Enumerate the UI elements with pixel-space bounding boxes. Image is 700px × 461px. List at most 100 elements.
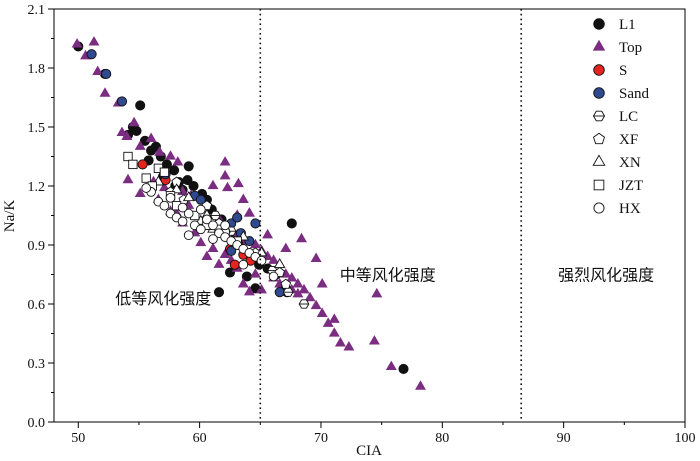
- point-top-55: [243, 285, 255, 296]
- point-top-36: [286, 272, 298, 282]
- point-jzt-1: [123, 151, 133, 162]
- point-top-45: [343, 341, 355, 351]
- series-top: [71, 36, 426, 390]
- point-top-66: [201, 250, 213, 260]
- legend-marker-s-shape: [593, 64, 605, 76]
- plot-area-frame: [53, 8, 686, 423]
- point-hx-24-shape: [195, 204, 206, 215]
- point-xf-7: [280, 278, 292, 289]
- legend-item-xn: XN: [592, 154, 641, 171]
- point-top-59-shape: [195, 236, 207, 247]
- point-top-74: [316, 278, 328, 288]
- point-hx-28: [268, 271, 279, 282]
- point-top-65-shape: [122, 173, 134, 184]
- point-top-40: [310, 299, 322, 310]
- x-tick-label-50: 50: [71, 431, 85, 446]
- chart-marks: [71, 36, 426, 390]
- point-hx-7: [183, 208, 194, 219]
- point-hx-23-shape: [183, 230, 194, 241]
- point-top-12: [154, 146, 166, 156]
- point-top-19-shape: [207, 179, 219, 190]
- point-top-9-shape: [121, 130, 133, 140]
- point-top-14: [172, 156, 184, 166]
- point-l1-31-shape: [213, 287, 225, 298]
- point-top-52-shape: [292, 287, 304, 298]
- point-top-73-shape: [310, 252, 322, 262]
- legend-marker-lc: [592, 110, 606, 122]
- point-l1-12-shape: [169, 165, 180, 176]
- legend-marker-hx-shape: [593, 202, 605, 214]
- point-top-47: [371, 287, 383, 298]
- legend-marker-xn-shape: [592, 154, 606, 166]
- point-top-12-shape: [154, 146, 166, 156]
- x-tick-label-80: 80: [435, 431, 449, 446]
- point-jzt-2-shape: [128, 159, 138, 170]
- point-top-3: [92, 65, 104, 76]
- legend-marker-sand-shape: [593, 87, 605, 99]
- point-top-66-shape: [201, 250, 213, 260]
- legend-marker-jzt-shape: [593, 179, 605, 191]
- legend-marker-jzt: [593, 179, 605, 191]
- point-sand-9-shape: [250, 218, 261, 229]
- legend-label-hx: HX: [619, 201, 641, 217]
- point-sand-12-shape: [226, 245, 237, 256]
- point-sand-2: [101, 68, 112, 79]
- point-top-79: [219, 156, 231, 166]
- point-hx-19-shape: [256, 255, 267, 266]
- point-xn-2: [170, 183, 183, 194]
- point-top-33-shape: [268, 254, 280, 264]
- point-sand-9: [250, 218, 261, 229]
- point-top-75: [328, 313, 340, 323]
- point-top-65: [122, 173, 134, 184]
- point-top-41-shape: [316, 307, 328, 317]
- point-top-1: [71, 38, 83, 48]
- point-top-37-shape: [292, 278, 304, 288]
- point-top-40-shape: [310, 299, 322, 310]
- point-top-42-shape: [322, 317, 334, 327]
- point-top-69: [237, 278, 249, 288]
- point-hx-24: [195, 204, 206, 215]
- point-top-14-shape: [172, 156, 184, 166]
- legend-marker-xn: [592, 154, 606, 166]
- point-sand-2-shape: [101, 68, 112, 79]
- legend-item-s: S: [593, 63, 627, 79]
- point-sand-6-shape: [195, 194, 206, 205]
- point-top-72-shape: [296, 232, 307, 243]
- point-top-7-shape: [128, 116, 140, 127]
- point-hx-6-shape: [177, 216, 188, 227]
- point-top-47-shape: [371, 287, 383, 298]
- point-l1-36-shape: [182, 175, 193, 186]
- point-top-2: [88, 36, 100, 46]
- point-top-22: [232, 177, 244, 188]
- x-tick-label-90: 90: [557, 431, 571, 446]
- point-top-48: [385, 360, 397, 371]
- point-jzt-2: [128, 159, 138, 170]
- point-top-57: [219, 248, 231, 258]
- x-tick-label-100: 100: [675, 431, 696, 446]
- legend-label-jzt: JZT: [619, 178, 643, 194]
- zone-label-1: 低等风化强度: [115, 289, 211, 308]
- point-top-13-shape: [165, 150, 176, 160]
- point-top-13: [165, 150, 176, 160]
- point-top-71: [280, 242, 292, 253]
- point-top-42: [322, 317, 334, 327]
- point-l1-34-shape: [286, 218, 297, 229]
- legend: L1 Top S Sand LC XF XN JZT HX: [592, 17, 650, 217]
- point-top-43-shape: [328, 327, 340, 337]
- legend-item-sand: Sand: [593, 86, 650, 102]
- x-axis-title: CIA: [356, 443, 382, 459]
- point-hx-26: [220, 220, 230, 231]
- point-hx-22-shape: [177, 202, 188, 213]
- point-s-1: [137, 159, 148, 170]
- y-tick-label-2: 0.6: [28, 298, 46, 313]
- y-tick-label-1: 0.3: [28, 357, 46, 372]
- point-hx-20-shape: [141, 183, 152, 193]
- zone-label-3: 强烈风化强度: [558, 266, 654, 285]
- reference-lines: [259, 9, 522, 422]
- point-top-71-shape: [280, 242, 292, 253]
- point-l1-15-shape: [188, 180, 199, 192]
- point-top-79-shape: [219, 156, 231, 166]
- legend-item-hx: HX: [593, 201, 641, 217]
- point-top-36-shape: [286, 272, 298, 282]
- point-top-21-shape: [222, 181, 233, 192]
